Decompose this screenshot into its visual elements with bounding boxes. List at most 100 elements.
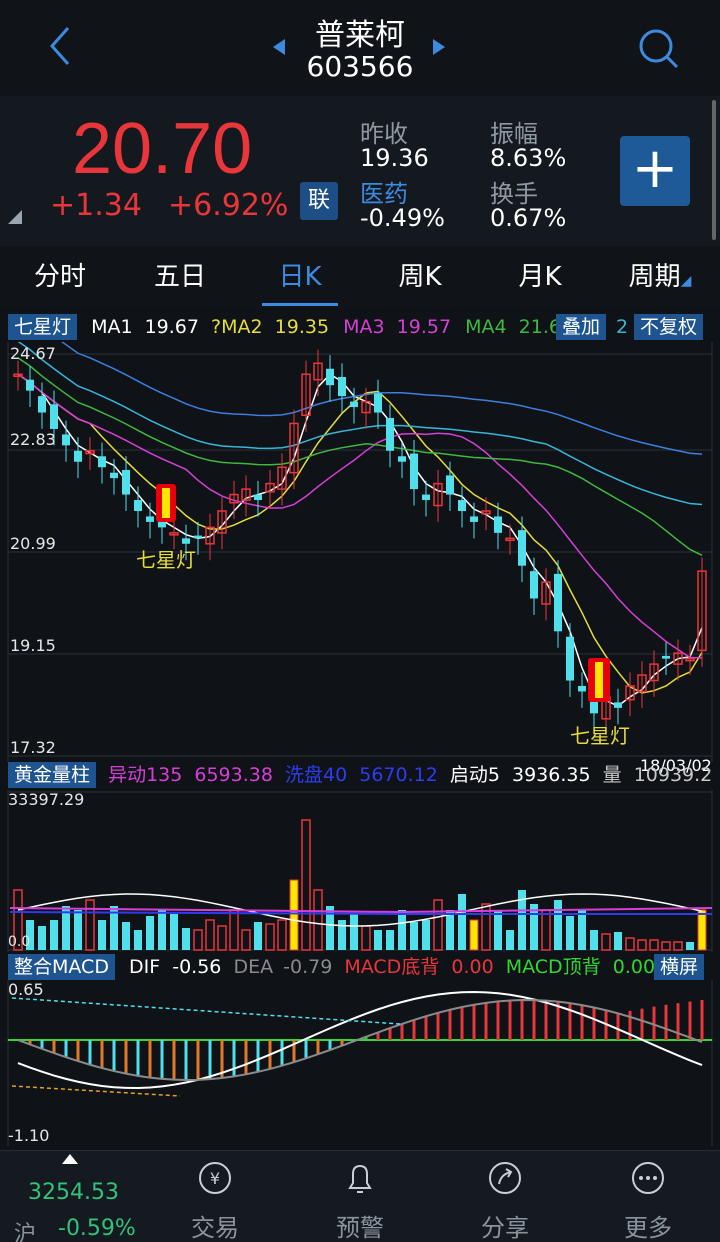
volume-bar-down	[398, 910, 406, 950]
tab-intraday[interactable]: 分时	[33, 262, 86, 292]
candle-up	[481, 510, 491, 515]
sector-link[interactable]: 医药	[360, 180, 408, 208]
signal-label-1: 七星灯	[136, 548, 196, 572]
tab-five-day[interactable]: 五日	[153, 262, 206, 292]
signal-label-2: 七星灯	[570, 724, 630, 748]
candle-down	[446, 475, 454, 495]
nav-more[interactable]: 更多	[593, 1158, 703, 1242]
volume-chart[interactable]	[0, 790, 720, 952]
macd-top-value: 0.00	[612, 956, 656, 978]
kline-y-label-4: 19.15	[10, 636, 56, 655]
nav-alert-label: 预警	[336, 1214, 384, 1242]
linked-badge[interactable]: 联	[300, 182, 338, 220]
candle-up	[241, 488, 251, 501]
prev-stock-icon[interactable]	[272, 38, 286, 56]
macd-indicator-bar: 整合MACD DIF -0.56 DEA -0.79 MACD底背 0.00 M…	[0, 952, 720, 982]
candle-down	[110, 472, 118, 479]
kline-y-label-2: 22.83	[10, 430, 56, 449]
volume-bar-down	[62, 906, 70, 950]
tab-weekly-k[interactable]: 周K	[398, 262, 442, 292]
add-watchlist-button[interactable]: +	[620, 136, 690, 206]
volume-bar-down	[614, 932, 622, 950]
macd-indicator-tag[interactable]: 整合MACD	[8, 954, 115, 980]
index-name: 沪	[14, 1222, 37, 1242]
nav-alert[interactable]: 预警	[305, 1158, 415, 1242]
volume-max-label: 33397.29	[8, 790, 85, 809]
scrollbar[interactable]	[712, 100, 716, 240]
tab-monthly-k[interactable]: 月K	[518, 262, 562, 292]
candle-up	[649, 663, 659, 682]
last-date: 18/03/02	[640, 756, 712, 775]
kline-y-label-1: 24.67	[10, 344, 56, 363]
more-icon	[632, 1162, 664, 1194]
candle-down	[62, 434, 70, 446]
volume-bar-down	[122, 922, 130, 950]
collapse-arrow-icon[interactable]	[62, 1154, 78, 1164]
ma4-line	[17, 357, 703, 556]
volume-indicator-tag[interactable]: 黄金量柱	[8, 762, 97, 788]
share-icon	[489, 1162, 521, 1194]
back-arrow-icon[interactable]	[40, 22, 80, 70]
candle-down	[518, 530, 526, 566]
trade-icon: ¥	[199, 1162, 231, 1194]
nav-trade[interactable]: ¥ 交易	[160, 1158, 270, 1242]
macd-lines	[11, 991, 703, 1097]
macd-bottom-label: MACD底背	[344, 956, 440, 978]
volume-bar-down	[566, 916, 574, 950]
candle-up	[673, 652, 683, 665]
kline-indicator-tag[interactable]: 七星灯	[8, 314, 78, 340]
prev-close-value: 19.36	[360, 144, 429, 172]
volume-bar-down	[578, 910, 586, 950]
kline-chart[interactable]	[0, 342, 720, 762]
nav-share[interactable]: 分享	[450, 1158, 560, 1242]
tab-daily-k[interactable]: 日K	[240, 246, 360, 308]
candle-down	[146, 516, 154, 522]
candle-down	[50, 404, 58, 429]
volume-bar-down	[554, 900, 562, 950]
volume-bar-up	[601, 933, 611, 951]
volume-ma-white	[17, 893, 703, 927]
search-icon[interactable]	[636, 26, 680, 70]
candle-up	[265, 482, 275, 493]
macd-histogram	[28, 1000, 704, 1080]
overlay-button[interactable]: 叠加	[556, 314, 607, 340]
top-divergence-line	[11, 997, 401, 1025]
landscape-button[interactable]: 横屏	[654, 954, 705, 980]
volume-bar-up	[277, 919, 287, 951]
signal-lamp-2	[588, 658, 610, 702]
tab-period[interactable]: 周期◢	[600, 246, 720, 308]
volume-bar-up	[301, 819, 311, 951]
expand-corner-icon[interactable]	[8, 210, 22, 224]
candle-down	[122, 469, 130, 495]
sector-change: -0.49%	[360, 204, 445, 232]
candle-up	[229, 493, 239, 504]
volume-bar-down	[350, 914, 358, 950]
volume-bar-up	[241, 929, 251, 951]
ma2-label: ?MA2	[211, 316, 263, 338]
ma-indicator-bar: 七星灯 MA1 19.67 ?MA2 19.35 MA3 19.57 MA4 2…	[0, 312, 720, 342]
price-change-pct: +6.92%	[168, 188, 289, 223]
candle-down	[74, 450, 82, 462]
candle-down	[614, 702, 622, 708]
next-stock-icon[interactable]	[432, 38, 446, 56]
candle-down	[350, 401, 358, 408]
candle-up	[361, 400, 371, 414]
macd-chart[interactable]	[0, 980, 720, 1146]
volume-bar-gold	[289, 879, 299, 951]
ma1-line	[17, 373, 703, 707]
volume-bar-down	[422, 920, 430, 950]
kline-y-label-5: 17.32	[10, 738, 56, 757]
volume-bar-down	[326, 906, 334, 950]
volume-bar-up	[229, 909, 239, 951]
svg-text:¥: ¥	[210, 1169, 220, 1188]
candle-down	[470, 516, 478, 522]
dif-line	[17, 991, 703, 1089]
ma6-line	[61, 342, 703, 455]
index-value[interactable]: 3254.53	[28, 1180, 119, 1205]
ma3-label: MA3	[343, 316, 385, 338]
volume-bar-down	[446, 910, 454, 950]
candle-up	[205, 526, 215, 545]
candle-up	[541, 581, 551, 605]
candle-down	[458, 500, 466, 511]
no-restore-button[interactable]: 不复权	[634, 314, 704, 340]
